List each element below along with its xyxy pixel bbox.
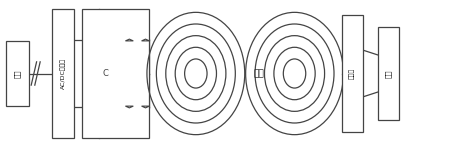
Text: AC/DC变换器: AC/DC变换器	[60, 58, 66, 89]
Bar	[82, 9, 149, 138]
Bar	[342, 15, 363, 132]
Text: 电源: 电源	[14, 69, 21, 78]
Bar	[6, 41, 29, 106]
Text: 整流器: 整流器	[350, 68, 355, 79]
Bar	[378, 27, 399, 120]
Bar	[52, 9, 74, 138]
Text: C: C	[102, 69, 108, 78]
Text: 间隙: 间隙	[253, 69, 264, 78]
Text: 负载: 负载	[385, 69, 392, 78]
